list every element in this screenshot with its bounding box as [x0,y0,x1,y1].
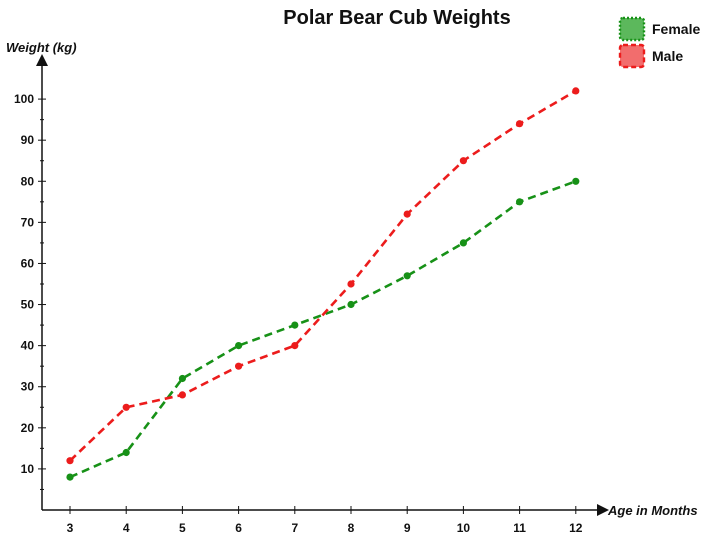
data-point-female-11[interactable] [516,198,524,206]
data-point-female-12[interactable] [572,177,580,185]
data-point-female-3[interactable] [66,473,74,481]
x-tick-label: 12 [569,521,583,535]
data-point-female-10[interactable] [459,239,467,247]
data-point-female-6[interactable] [235,342,243,350]
x-tick-label: 5 [179,521,186,535]
x-ticks: 3 4 5 6 7 8 9 10 11 12 [67,506,583,535]
legend-swatch [618,43,646,69]
data-point-male-10[interactable] [459,157,467,165]
y-tick-label: 40 [21,339,35,353]
series-line-female [69,180,577,479]
series-female [66,177,580,481]
y-ticks: 10 20 30 40 50 60 70 80 90 100 [14,92,46,490]
data-point-female-8[interactable] [347,300,355,309]
legend-label: Male [652,48,683,64]
legend-item-female[interactable]: Female [618,16,700,42]
y-tick-label: 80 [21,174,35,188]
x-tick-label: 6 [235,521,242,535]
data-point-male-12[interactable] [572,87,580,95]
x-tick-label: 3 [67,521,74,535]
y-tick-label: 10 [21,462,35,476]
legend-label: Female [652,21,700,37]
series-line-male [69,89,577,462]
data-point-male-7[interactable] [291,342,299,350]
y-tick-label: 50 [21,298,35,312]
x-tick-label: 10 [457,521,471,535]
series-layer [66,87,580,481]
x-tick-label: 7 [291,521,298,535]
legend: Female Male [618,16,700,69]
y-tick-label: 30 [21,380,35,394]
data-point-female-5[interactable] [178,374,186,383]
data-point-female-7[interactable] [291,321,299,329]
chart-title: Polar Bear Cub Weights [283,7,510,29]
y-tick-label: 20 [21,421,35,435]
y-tick-label: 100 [14,92,34,106]
data-point-male-5[interactable] [178,391,186,399]
legend-swatch [618,16,646,42]
data-point-female-9[interactable] [403,272,411,280]
x-axis-label: Age in Months [607,503,698,518]
data-point-male-9[interactable] [403,210,411,218]
data-point-female-4[interactable] [122,448,130,457]
y-axis-label: Weight (kg) [6,40,77,55]
data-point-male-3[interactable] [66,457,74,465]
data-point-male-6[interactable] [235,362,243,370]
legend-item-male[interactable]: Male [618,43,683,69]
x-tick-label: 11 [513,521,526,535]
y-tick-label: 60 [21,256,35,270]
x-tick-label: 8 [348,521,355,535]
y-tick-label: 70 [21,215,35,229]
y-tick-label: 90 [21,133,35,147]
x-tick-label: 4 [123,521,130,535]
series-male [66,87,580,465]
x-tick-label: 9 [404,521,411,535]
data-point-male-4[interactable] [122,403,130,411]
data-point-male-8[interactable] [347,280,355,288]
data-point-male-11[interactable] [516,120,524,128]
